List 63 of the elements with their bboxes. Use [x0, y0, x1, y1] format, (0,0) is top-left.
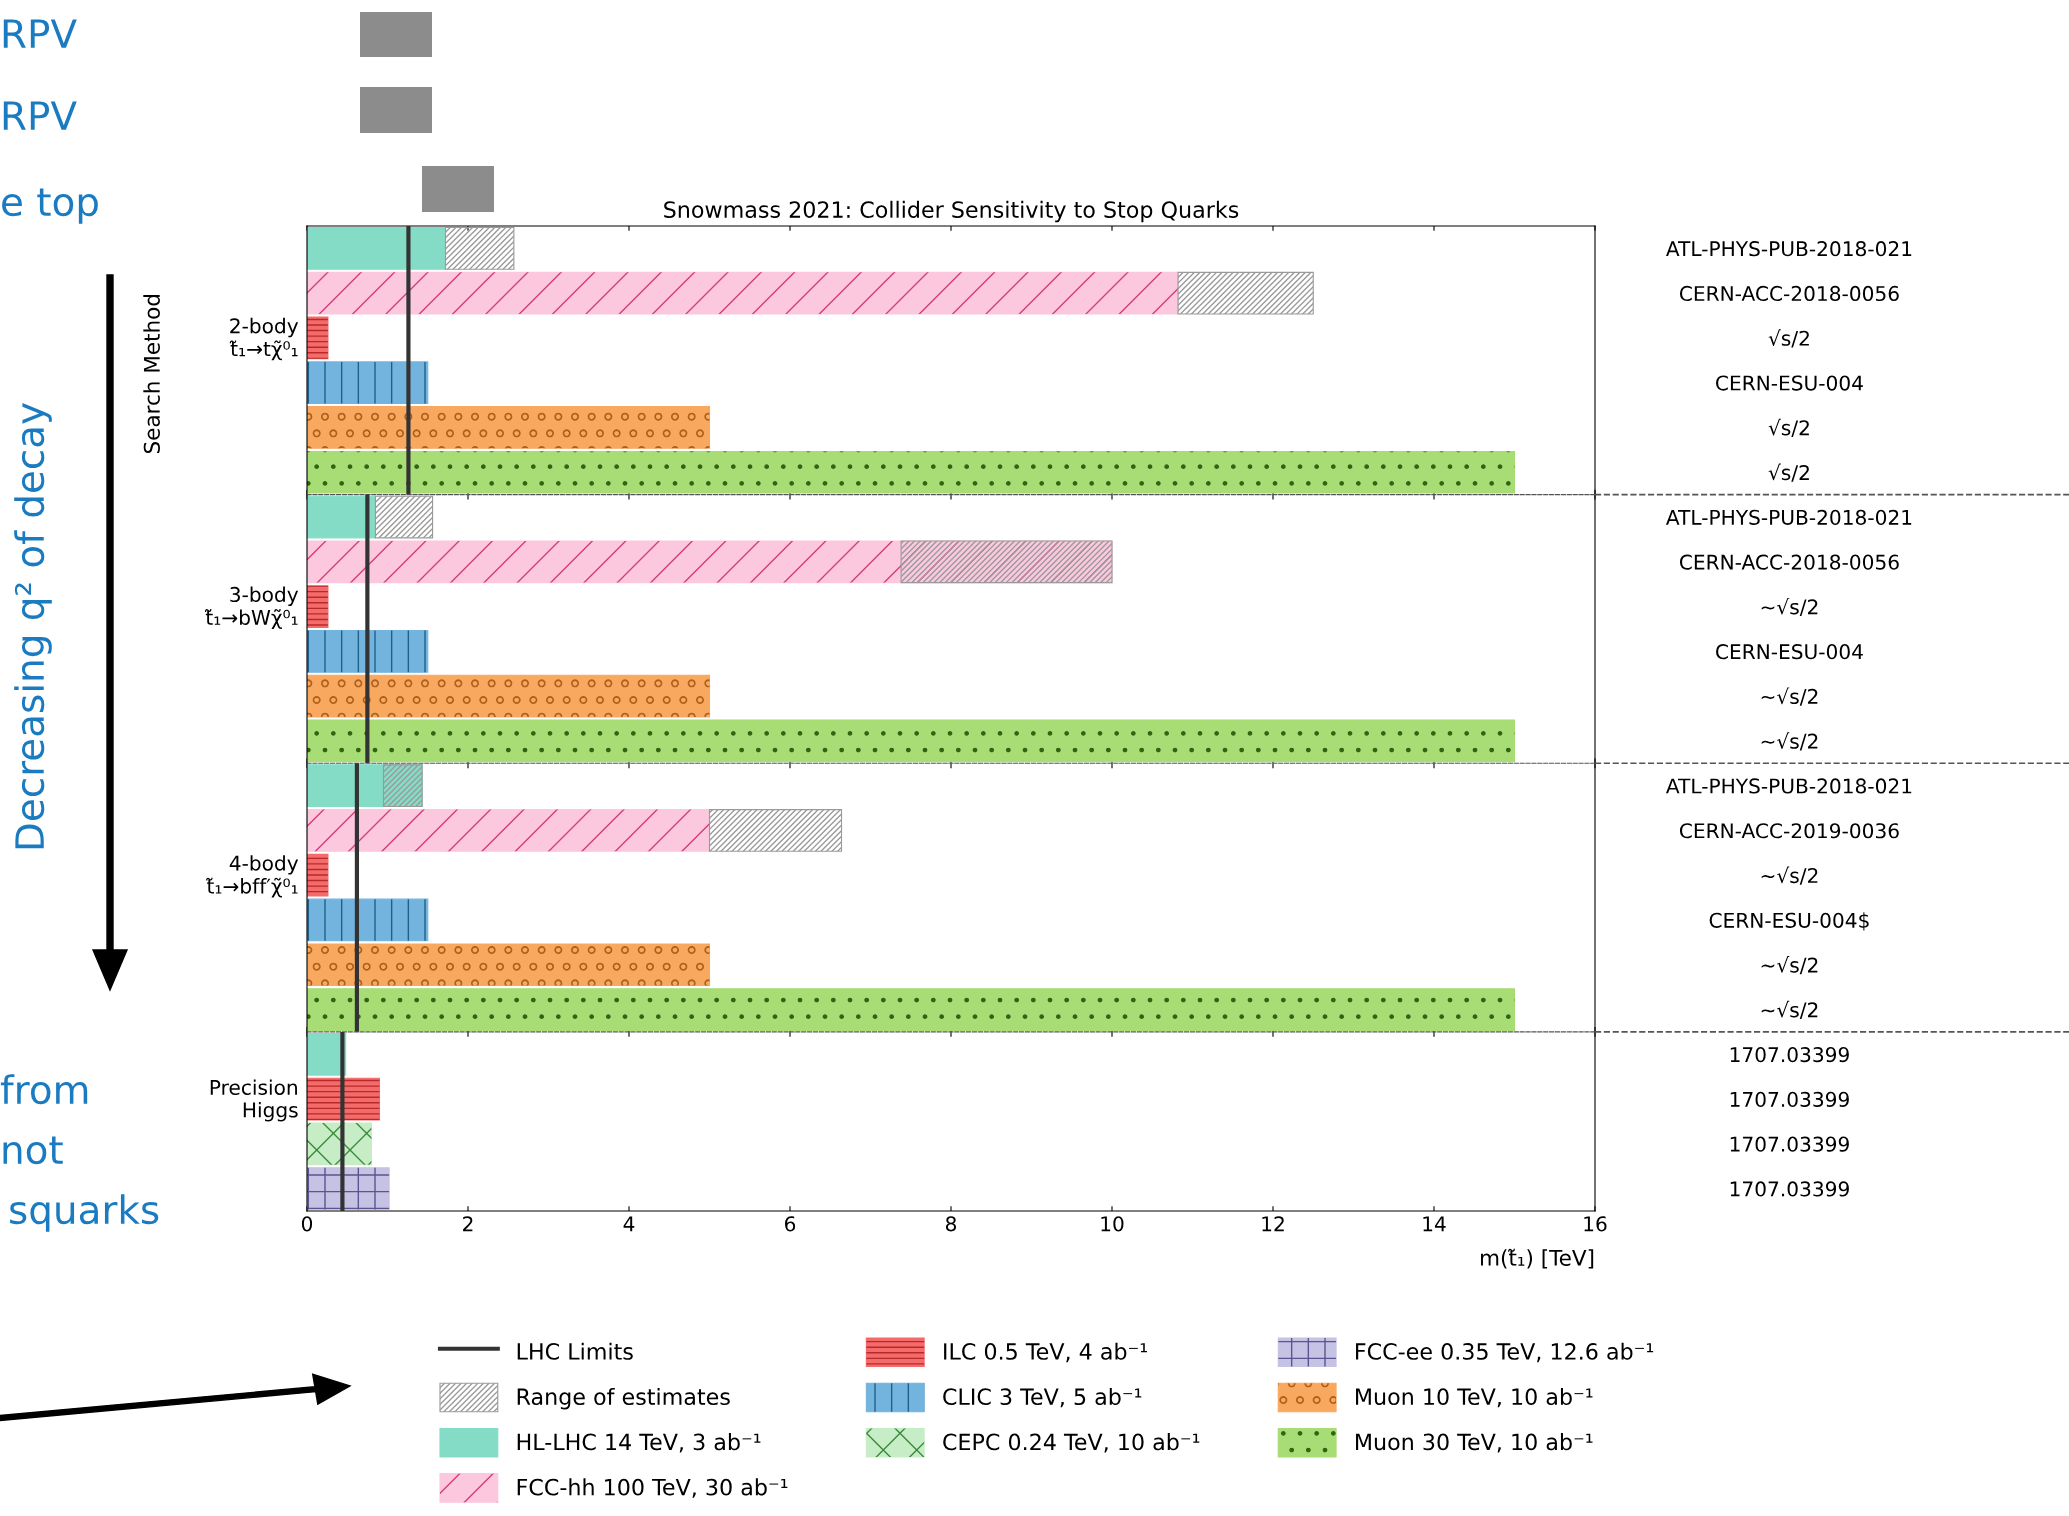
text: RPV [3, 19, 77, 48]
y-tick-label: ~√s/2 [1761, 687, 1818, 706]
y-tick-label: ~√s/2 [1761, 1000, 1818, 1020]
y-tick-label: ~√s/2 [1761, 956, 1818, 975]
legend-label: Muon 30 TeV, 10 ab⁻¹ [1356, 1433, 1593, 1453]
y-tick-label: CERN-ESU-004$ [1709, 912, 1869, 931]
x-tick-label: 6 [785, 1216, 796, 1232]
x-axis-title: m(t̃₁) [TeV] [1481, 1248, 1594, 1269]
y-tick-label: ATL-PHYS-PUB-2018-021 [1665, 241, 1912, 257]
legend-label: CEPC 0.24 TeV, 10 ab⁻¹ [943, 1433, 1200, 1453]
legend-label: Range of estimates [517, 1387, 730, 1410]
bar [708, 809, 843, 852]
x-tick-label: 2 [463, 1216, 473, 1232]
y-tick-label: √s/2 [1768, 329, 1809, 348]
y-tick-label: ~√s/2 [1761, 732, 1818, 751]
y-tick-label: 1707.03399 [1730, 1181, 1849, 1197]
x-tick-label: 10 [1101, 1216, 1124, 1232]
y-axis-title: 2-body t̃₁→tχ̃⁰₁ [229, 317, 299, 361]
y-tick-label: ~√s/2 [1761, 597, 1818, 617]
y-axis-title: 4-body t̃₁→bff′χ̃⁰₁ [206, 855, 299, 898]
y-tick-label: 1707.03399 [1730, 1091, 1849, 1108]
y-tick-label: ATL-PHYS-PUB-2018-021 [1665, 778, 1912, 794]
y-tick-label: ATL-PHYS-PUB-2018-021 [1665, 509, 1912, 525]
legend-label: HL-LHC 14 TeV, 3 ab⁻¹ [517, 1433, 761, 1453]
x-tick-label: 4 [623, 1216, 635, 1232]
y-tick-label: 1707.03399 [1730, 1136, 1849, 1152]
y-tick-label: CERN-ESU-004 [1716, 375, 1863, 391]
y-axis-title: Precision Higgs [210, 1079, 298, 1122]
chart-title: Snowmass 2021: Collider Sensitivity to Stop Quarks [664, 200, 1239, 223]
text: from [0, 1074, 88, 1105]
y-tick-label: 1707.03399 [1730, 1047, 1849, 1063]
x-tick-label: 16 [1584, 1216, 1607, 1232]
text: Decreasing q² of decay [14, 403, 52, 849]
y-tick-label: CERN-ESU-004 [1716, 644, 1863, 660]
text: not [3, 1136, 63, 1165]
text: squarks [10, 1194, 159, 1232]
x-tick-label: 0 [301, 1216, 313, 1232]
y-tick-label: ~√s/2 [1761, 866, 1818, 885]
bar [900, 540, 1113, 584]
y-tick-label: √s/2 [1768, 418, 1809, 437]
bar [1177, 271, 1314, 315]
legend-label: CLIC 3 TeV, 5 ab⁻¹ [943, 1387, 1142, 1408]
x-tick-label: 14 [1423, 1216, 1446, 1232]
y-axis-title: 3-body t̃₁→bWχ̃⁰₁ [204, 586, 299, 629]
y-tick-label: CERN-ACC-2019-0036 [1679, 823, 1899, 839]
text: RPV [3, 101, 77, 130]
bar [307, 227, 447, 270]
bar [307, 495, 376, 539]
text: Search Method [143, 294, 160, 454]
legend-label: FCC-ee 0.35 TeV, 12.6 ab⁻¹ [1356, 1342, 1654, 1363]
y-tick-label: CERN-ACC-2018-0056 [1679, 554, 1899, 570]
legend-label: LHC Limits [517, 1342, 633, 1360]
bar [444, 227, 515, 270]
legend-label: Muon 10 TeV, 10 ab⁻¹ [1356, 1387, 1593, 1408]
x-tick-label: 8 [945, 1216, 957, 1232]
y-tick-label: CERN-ACC-2018-0056 [1679, 285, 1899, 302]
text: e top [2, 188, 98, 224]
y-tick-label: √s/2 [1768, 463, 1809, 482]
x-tick-label: 12 [1262, 1216, 1284, 1232]
bar [374, 495, 434, 539]
legend-label: ILC 0.5 TeV, 4 ab⁻¹ [944, 1342, 1147, 1363]
legend-label: FCC-hh 100 TeV, 30 ab⁻¹ [517, 1478, 788, 1498]
bar [382, 764, 423, 808]
